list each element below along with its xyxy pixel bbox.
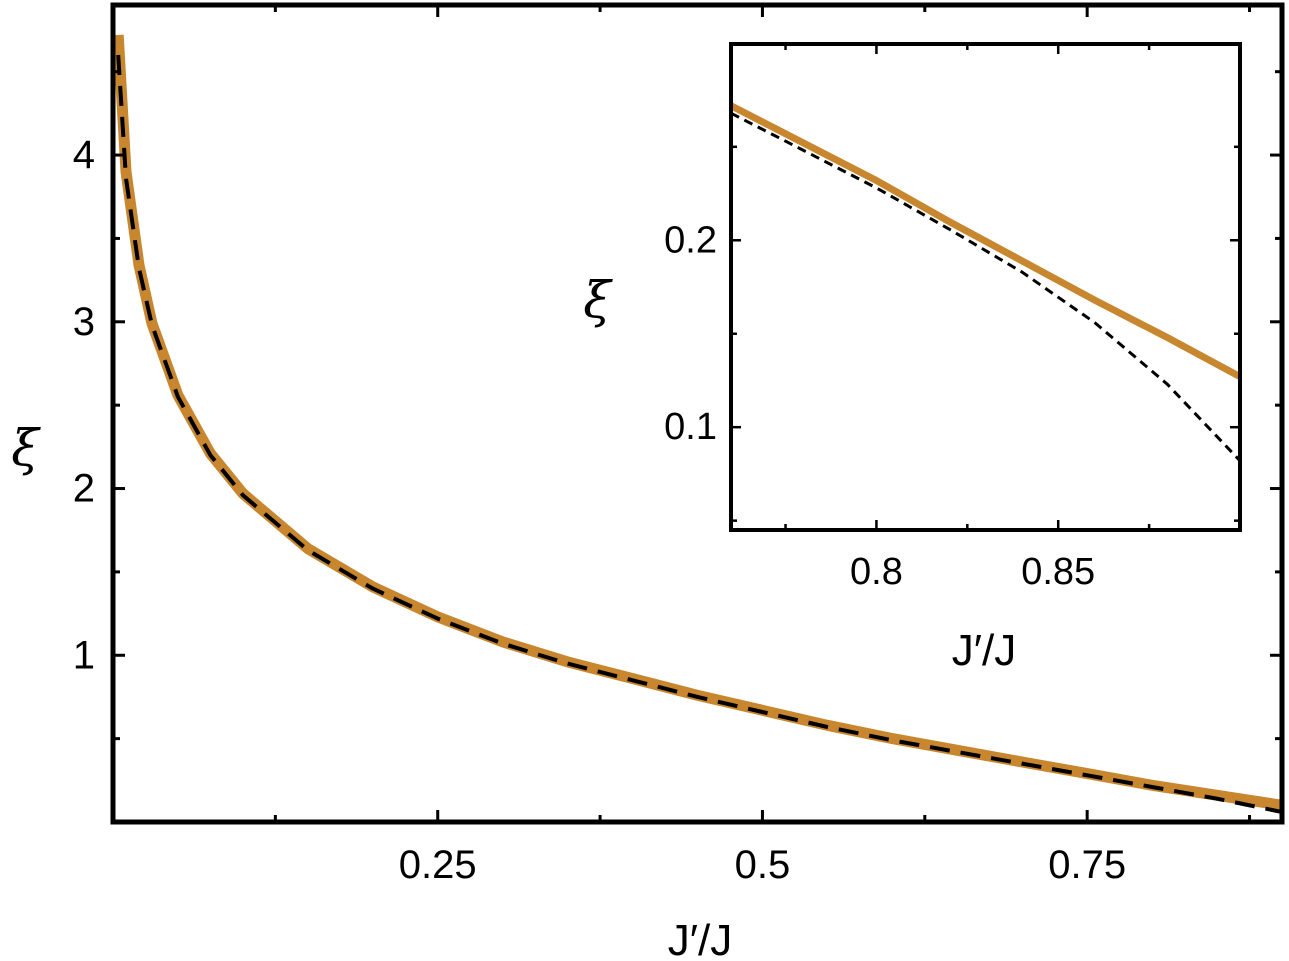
main-y-tick-label: 2: [73, 467, 95, 511]
inset-y-axis-label: ξ: [583, 271, 613, 329]
main-y-tick-label: 1: [73, 633, 95, 677]
inset-plot-background: [731, 44, 1240, 530]
inset-series-dashed-line: [731, 111, 1240, 462]
main-x-axis-label: J′/J: [668, 916, 732, 961]
inset-y-tick-label: 0.1: [664, 406, 717, 448]
inset-x-tick-label: 0.85: [1021, 551, 1095, 593]
main-plot-frame: [110, 2, 1285, 825]
main-x-tick-label: 0.5: [735, 843, 791, 887]
main-y-axis-label: ξ: [11, 419, 41, 477]
inset-series-solid-line: [731, 102, 1240, 380]
main-y-tick-label: 4: [73, 133, 95, 177]
inset-y-tick-label: 0.2: [664, 219, 717, 261]
inset-x-axis-label: J′/J: [952, 626, 1016, 675]
main-y-tick-label: 3: [73, 300, 95, 344]
inset-plot-frame: [729, 42, 1242, 532]
inset-x-tick-label: 0.8: [850, 551, 903, 593]
main-series-dashed-line: [116, 54, 1282, 814]
main-x-tick-label: 0.25: [399, 843, 477, 887]
main-x-tick-label: 0.75: [1048, 843, 1126, 887]
